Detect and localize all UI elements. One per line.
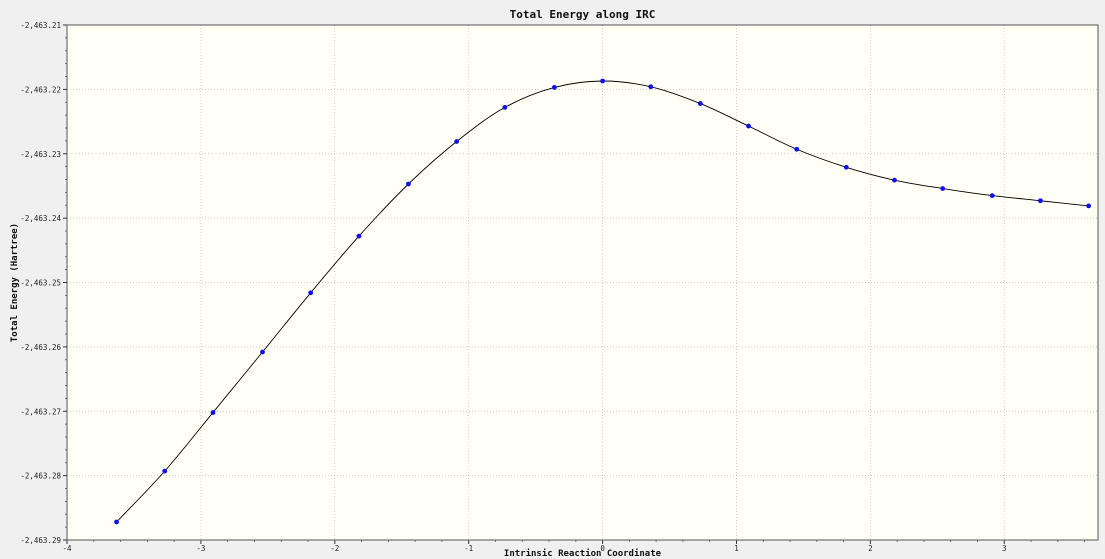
data-point	[114, 519, 119, 525]
y-tick-label: -2,463.29	[20, 536, 61, 545]
plot-frame	[66, 24, 1099, 541]
data-point	[308, 290, 314, 296]
y-tick-label: -2,463.26	[20, 343, 61, 352]
x-tick-label: -4	[62, 544, 72, 553]
y-tick-label: -2,463.22	[20, 85, 61, 94]
y-axis-label: Total Energy (Hartree)	[10, 223, 20, 342]
grid-lines	[67, 25, 1098, 540]
data-point	[260, 349, 265, 355]
x-tick-label: 3	[1002, 544, 1007, 553]
x-tick-label: -2	[330, 544, 339, 553]
x-tick-label: 0	[600, 544, 605, 553]
series-line	[116, 80, 1089, 523]
x-tick-label: 2	[868, 544, 873, 553]
data-point	[406, 181, 411, 187]
data-point	[1038, 198, 1043, 204]
y-tick-label: -2,463.25	[20, 279, 61, 288]
x-tick-label: -1	[464, 544, 473, 553]
data-point	[454, 139, 460, 144]
data-point	[600, 78, 605, 84]
data-point	[940, 186, 946, 191]
y-tick-label: -2,463.28	[20, 472, 61, 481]
tick-labels: -4 -3 -2 -1 0 1 2 3 -2,463.21 -2,463.22 -2,463.23 -…	[20, 21, 1006, 553]
data-point	[162, 468, 168, 474]
y-tick-label: -2,463.21	[20, 21, 61, 30]
data-point	[746, 123, 751, 129]
x-tick-label: -3	[196, 544, 205, 553]
data-point	[502, 105, 508, 110]
series-layer	[114, 78, 1092, 525]
data-point	[843, 164, 849, 170]
data-point	[551, 85, 557, 90]
data-point	[892, 177, 897, 183]
x-axis-label: Intrinsic Reaction Coordinate	[504, 548, 662, 559]
data-point	[210, 410, 216, 415]
data-point	[356, 233, 362, 239]
x-tick-label: 1	[734, 544, 739, 553]
chart-title: Total Energy along IRC	[510, 8, 656, 21]
y-tick-label: -2,463.27	[20, 407, 61, 416]
data-point	[989, 193, 995, 198]
y-tick-label: -2,463.23	[20, 150, 61, 159]
data-point	[794, 146, 800, 152]
data-point	[697, 101, 703, 106]
y-tick-label: -2,463.24	[20, 214, 61, 223]
data-point	[648, 84, 654, 90]
data-point	[1086, 203, 1092, 209]
